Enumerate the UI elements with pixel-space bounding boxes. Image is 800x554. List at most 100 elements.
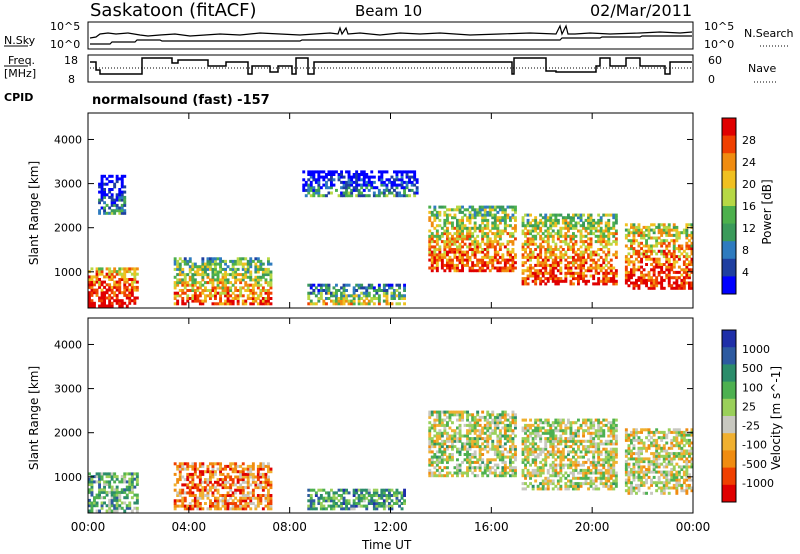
echo-cell — [322, 183, 326, 187]
echo-cell — [541, 240, 545, 244]
echo-cell — [209, 507, 212, 511]
echo-cell — [498, 261, 502, 265]
echo-cell — [118, 188, 122, 191]
echo-cell — [554, 261, 558, 265]
echo-cell — [468, 429, 472, 433]
echo-cell — [559, 250, 563, 254]
echo-cell — [382, 491, 386, 495]
echo-cell — [302, 178, 306, 182]
echo-cell — [211, 464, 215, 468]
echo-cell — [456, 474, 459, 478]
echo-cell — [90, 504, 94, 508]
echo-cell — [685, 281, 689, 285]
echo-cell — [393, 491, 396, 495]
echo-cell — [206, 464, 210, 468]
echo-cell — [496, 205, 500, 209]
echo-cell — [188, 480, 192, 484]
echo-cell — [93, 496, 96, 500]
echo-cell — [483, 255, 487, 259]
echo-cell — [564, 240, 568, 244]
echo-cell — [478, 242, 482, 246]
echo-cell — [103, 174, 106, 178]
echo-cell — [493, 232, 497, 236]
echo-cell — [385, 194, 389, 198]
echo-cell — [456, 221, 459, 225]
echo-cell — [193, 289, 197, 292]
echo-cell — [244, 496, 248, 500]
echo-cell — [607, 242, 611, 246]
echo-cell — [652, 284, 656, 288]
echo-cell — [539, 261, 543, 265]
echo-cell — [123, 278, 127, 281]
echo-cell — [607, 455, 611, 459]
echo-cell — [503, 229, 507, 233]
echo-cell — [115, 509, 119, 513]
echo-cell — [614, 429, 618, 433]
echo-cell — [501, 455, 505, 459]
echo-cell — [632, 284, 636, 288]
echo-cell — [451, 429, 454, 433]
echo-cell — [657, 228, 661, 232]
echo-cell — [524, 487, 527, 491]
echo-cell — [476, 458, 480, 462]
echo-cell — [612, 221, 616, 225]
echo-cell — [357, 504, 361, 508]
echo-cell — [531, 453, 535, 456]
echo-cell — [627, 233, 631, 237]
echo-cell — [511, 447, 515, 451]
echo-cell — [582, 263, 585, 267]
echo-cell — [206, 480, 210, 484]
echo-cell — [428, 266, 432, 270]
echo-cell — [577, 266, 580, 270]
echo-cell — [468, 431, 472, 435]
echo-cell — [662, 239, 666, 243]
echo-cell — [514, 455, 517, 459]
echo-cell — [554, 218, 558, 222]
echo-cell — [390, 286, 394, 290]
echo-cell — [377, 170, 381, 174]
echo-cell — [269, 494, 273, 497]
echo-cell — [100, 496, 104, 500]
echo-cell — [458, 423, 462, 427]
echo-cell — [476, 240, 480, 244]
echo-cell — [594, 429, 598, 433]
echo-cell — [498, 458, 502, 462]
echo-cell — [219, 299, 222, 303]
echo-cell — [103, 490, 106, 494]
echo-cell — [541, 216, 545, 220]
echo-cell — [536, 423, 540, 427]
echo-cell — [493, 431, 497, 435]
echo-cell — [393, 188, 396, 192]
echo-cell — [536, 429, 540, 433]
echo-cell — [667, 249, 671, 253]
echo-cell — [577, 434, 580, 438]
echo-cell — [100, 206, 104, 210]
echo-cell — [496, 413, 500, 417]
echo-cell — [498, 418, 502, 422]
echo-cell — [483, 471, 487, 475]
echo-cell — [559, 442, 563, 446]
echo-cell — [176, 464, 180, 468]
echo-cell — [607, 429, 611, 433]
echo-cell — [493, 426, 497, 430]
echo-cell — [103, 209, 106, 213]
echo-cell — [534, 218, 538, 222]
echo-cell — [632, 265, 636, 269]
echo-cell — [229, 273, 233, 277]
echo-cell — [559, 240, 563, 244]
echo-cell — [100, 477, 104, 481]
echo-cell — [135, 480, 139, 484]
echo-cell — [612, 466, 616, 470]
echo-cell — [113, 490, 117, 494]
echo-cell — [569, 434, 573, 438]
echo-cell — [602, 213, 606, 217]
echo-cell — [501, 413, 505, 417]
echo-cell — [672, 270, 676, 274]
echo-cell — [478, 213, 482, 217]
echo-cell — [529, 255, 532, 259]
echo-cell — [541, 431, 545, 435]
echo-cell — [609, 213, 613, 217]
echo-cell — [556, 218, 560, 222]
echo-cell — [521, 263, 525, 267]
echo-cell — [186, 281, 190, 285]
